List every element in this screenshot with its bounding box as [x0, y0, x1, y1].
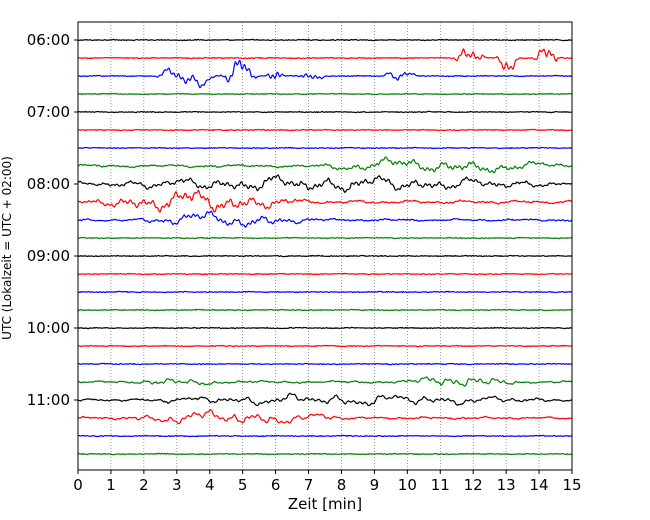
x-tick-label: 12 — [464, 476, 483, 494]
trace-line — [77, 92, 572, 96]
trace-line — [77, 308, 573, 312]
trace-line — [77, 376, 573, 387]
trace-line — [77, 174, 573, 193]
x-tick-label: 14 — [530, 476, 549, 494]
plot-frame — [77, 21, 573, 471]
x-tick-label: 5 — [238, 476, 248, 494]
trace-line — [77, 272, 573, 276]
trace-line — [77, 434, 573, 438]
trace-line — [77, 290, 573, 294]
x-tick-label: 7 — [304, 476, 314, 494]
trace-line — [77, 392, 573, 407]
x-tick-label: 2 — [139, 476, 149, 494]
x-tick-label: 10 — [398, 476, 417, 494]
x-tick-label: 0 — [73, 476, 83, 494]
trace-line — [77, 128, 573, 132]
trace-line — [77, 362, 573, 366]
trace-line — [77, 189, 573, 213]
x-tick-label: 13 — [497, 476, 516, 494]
x-axis-label: Zeit [min] — [288, 495, 362, 513]
y-tick-label: 08:00 — [27, 175, 70, 193]
trace-line — [77, 409, 573, 425]
y-tick-label: 11:00 — [27, 391, 70, 409]
y-tick-label: 07:00 — [27, 103, 70, 121]
x-tick-label: 8 — [337, 476, 347, 494]
x-tick-label: 11 — [431, 476, 450, 494]
x-tick-label: 15 — [562, 476, 581, 494]
trace-line — [77, 326, 573, 330]
trace-line — [77, 236, 573, 240]
trace-line — [77, 59, 573, 89]
trace-line — [77, 110, 573, 114]
x-tick-label: 9 — [370, 476, 380, 494]
y-axis-ticks: 06:00 07:00 08:00 09:00 10:00 11:00 — [27, 31, 78, 409]
x-tick-label: 4 — [205, 476, 215, 494]
x-tick-label: 6 — [271, 476, 281, 494]
y-axis-label: UTC (Lokalzeit = UTC + 02:00) — [0, 156, 14, 340]
x-tick-label: 1 — [106, 476, 116, 494]
trace-line — [77, 48, 573, 70]
trace-line — [77, 210, 573, 228]
trace-line — [77, 146, 573, 150]
trace-lines — [77, 38, 573, 456]
y-tick-label: 09:00 — [27, 247, 70, 265]
y-tick-label: 10:00 — [27, 319, 70, 337]
x-axis-ticks: 0 1 2 3 4 5 6 7 8 9 10 11 12 13 14 15 — [73, 470, 582, 494]
trace-line — [77, 254, 573, 258]
trace-line — [77, 452, 573, 456]
trace-line — [77, 156, 573, 174]
y-tick-label: 06:00 — [27, 31, 70, 49]
trace-line — [77, 38, 573, 42]
x-tick-label: 3 — [172, 476, 182, 494]
trace-line — [78, 344, 573, 348]
